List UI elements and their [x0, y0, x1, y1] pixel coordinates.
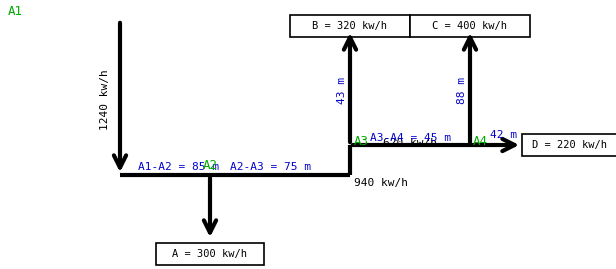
Text: A3-A4 = 45 m: A3-A4 = 45 m — [370, 133, 450, 143]
Text: C = 400 kw/h: C = 400 kw/h — [432, 21, 508, 31]
Bar — [410, 15, 530, 37]
Text: 940 kw/h: 940 kw/h — [354, 178, 408, 188]
Text: 43 m: 43 m — [337, 76, 347, 104]
Bar — [290, 15, 410, 37]
Text: A1: A1 — [8, 5, 23, 18]
Text: A2-A3 = 75 m: A2-A3 = 75 m — [230, 162, 311, 172]
Text: A3: A3 — [354, 135, 369, 148]
Text: 42 m: 42 m — [490, 130, 517, 140]
Text: 88 m: 88 m — [457, 76, 467, 104]
Text: A = 300 kw/h: A = 300 kw/h — [172, 249, 248, 259]
Bar — [156, 243, 264, 265]
Text: 1240 kw/h: 1240 kw/h — [100, 70, 110, 130]
Text: A4: A4 — [473, 135, 488, 148]
Text: 620 kw/h: 620 kw/h — [383, 138, 437, 148]
Bar — [522, 134, 616, 156]
Text: B = 320 kw/h: B = 320 kw/h — [312, 21, 387, 31]
Text: A1-A2 = 85 m: A1-A2 = 85 m — [138, 162, 219, 172]
Text: A2: A2 — [203, 159, 217, 172]
Text: D = 220 kw/h: D = 220 kw/h — [532, 140, 607, 150]
